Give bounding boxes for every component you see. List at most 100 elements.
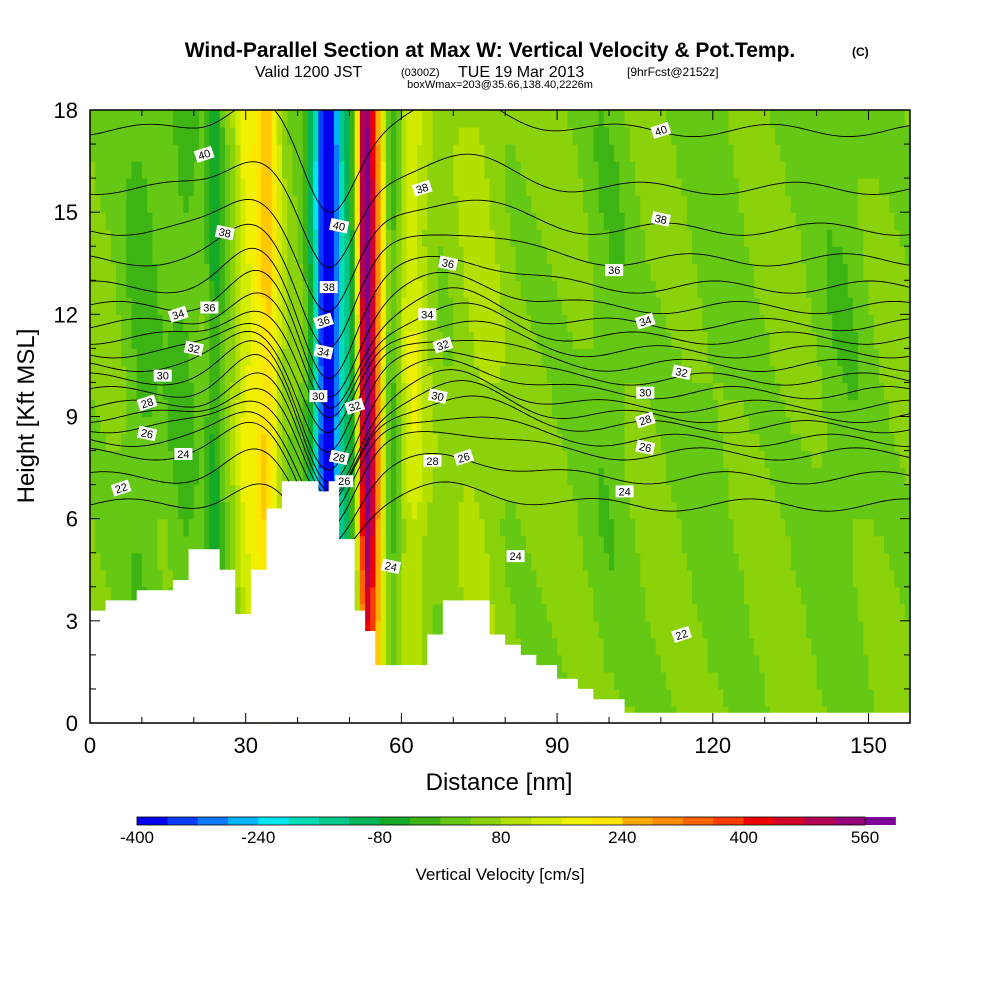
velocity-cell	[785, 501, 792, 520]
velocity-cell	[723, 450, 729, 469]
velocity-cell	[442, 110, 449, 128]
velocity-cell	[697, 416, 704, 435]
velocity-cell	[256, 535, 262, 554]
velocity-cell	[645, 263, 652, 281]
velocity-cell	[261, 246, 268, 264]
velocity-cell	[240, 382, 247, 401]
velocity-cell	[769, 569, 776, 588]
velocity-cell	[307, 365, 314, 384]
velocity-cell	[603, 195, 610, 213]
velocity-cell	[391, 484, 397, 503]
velocity-cell	[801, 348, 807, 367]
velocity-cell	[769, 110, 776, 128]
velocity-cell	[728, 433, 735, 452]
velocity-cell	[520, 586, 527, 605]
velocity-cell	[743, 365, 750, 384]
velocity-cell	[105, 552, 112, 571]
velocity-cell	[245, 144, 252, 162]
velocity-cell	[598, 518, 605, 537]
velocity-cell	[261, 501, 268, 520]
velocity-cell	[531, 416, 537, 435]
velocity-cell	[240, 501, 247, 520]
velocity-cell	[126, 535, 133, 554]
velocity-cell	[505, 331, 511, 349]
velocity-cell	[525, 229, 532, 247]
velocity-cell	[806, 654, 812, 673]
velocity-cell	[479, 416, 486, 435]
velocity-cell	[292, 144, 299, 162]
velocity-cell	[510, 416, 517, 435]
velocity-cell	[614, 620, 620, 639]
velocity-cell	[131, 433, 138, 452]
velocity-cell	[494, 365, 501, 384]
velocity-cell	[525, 212, 532, 230]
velocity-cell	[173, 195, 179, 213]
velocity-cell	[795, 671, 802, 690]
velocity-cell	[660, 654, 667, 673]
velocity-cell	[759, 467, 766, 486]
velocity-cell	[525, 501, 532, 520]
velocity-cell	[520, 382, 527, 401]
velocity-cell	[614, 348, 620, 367]
velocity-cell	[411, 535, 418, 554]
velocity-cell	[650, 467, 657, 486]
velocity-cell	[546, 127, 553, 145]
velocity-cell	[671, 263, 678, 281]
velocity-cell	[162, 552, 169, 571]
velocity-cell	[775, 127, 781, 145]
velocity-cell	[100, 518, 107, 537]
velocity-cell	[572, 518, 579, 537]
velocity-cell	[738, 654, 745, 673]
velocity-cell	[655, 467, 662, 486]
velocity-cell	[391, 620, 397, 639]
velocity-cell	[349, 382, 356, 401]
velocity-cell	[692, 603, 698, 622]
velocity-cell	[297, 229, 304, 247]
velocity-cell	[235, 450, 242, 469]
velocity-cell	[619, 229, 626, 247]
velocity-cell	[743, 263, 750, 281]
velocity-cell	[562, 399, 569, 418]
velocity-cell	[224, 263, 231, 281]
velocity-cell	[572, 246, 579, 264]
velocity-cell	[121, 501, 127, 520]
velocity-cell	[608, 637, 615, 656]
velocity-cell	[437, 144, 444, 162]
velocity-cell	[645, 569, 652, 588]
velocity-cell	[666, 671, 672, 690]
velocity-cell	[365, 127, 371, 145]
velocity-cell	[219, 144, 226, 162]
velocity-cell	[370, 382, 377, 401]
velocity-cell	[608, 501, 615, 520]
velocity-cell	[712, 314, 719, 332]
velocity-cell	[666, 365, 672, 384]
velocity-cell	[448, 246, 454, 264]
velocity-cell	[365, 144, 371, 162]
velocity-cell	[520, 518, 527, 537]
velocity-cell	[297, 450, 304, 469]
velocity-cell	[442, 246, 449, 264]
velocity-cell	[723, 110, 729, 128]
velocity-cell	[624, 348, 631, 367]
velocity-cell	[240, 297, 247, 315]
velocity-cell	[250, 246, 257, 264]
velocity-cell	[666, 654, 672, 673]
velocity-cell	[339, 331, 345, 349]
velocity-cell	[121, 178, 127, 196]
velocity-cell	[738, 161, 745, 179]
velocity-cell	[738, 263, 745, 281]
velocity-cell	[375, 331, 382, 349]
velocity-cell	[562, 229, 569, 247]
velocity-cell	[121, 229, 127, 247]
velocity-cell	[240, 178, 247, 196]
velocity-cell	[188, 331, 195, 349]
velocity-cell	[769, 246, 776, 264]
velocity-cell	[676, 416, 683, 435]
velocity-cell	[95, 569, 101, 588]
velocity-cell	[759, 314, 766, 332]
velocity-cell	[489, 195, 496, 213]
velocity-cell	[588, 110, 595, 128]
velocity-cell	[780, 501, 787, 520]
velocity-cell	[583, 654, 589, 673]
velocity-cell	[692, 569, 698, 588]
